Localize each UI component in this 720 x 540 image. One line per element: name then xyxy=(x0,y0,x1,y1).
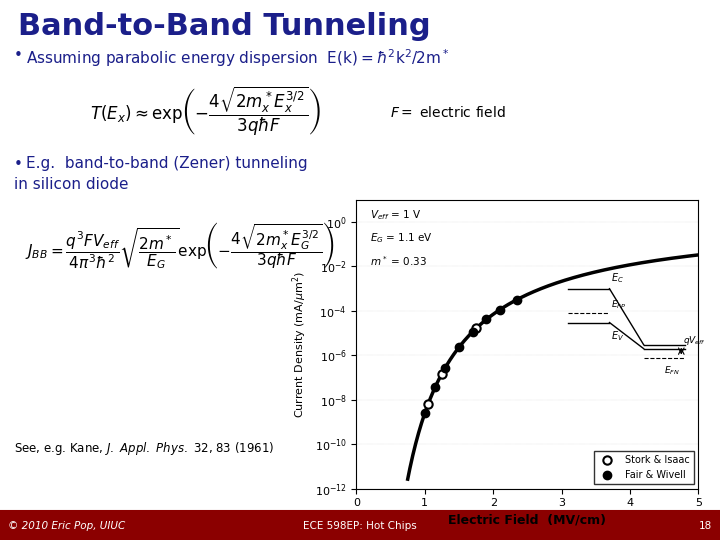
Legend: Stork & Isaac, Fair & Wivell: Stork & Isaac, Fair & Wivell xyxy=(594,451,693,484)
Text: See, e.g. Kane, $\it{J.\ Appl.\ Phys.}$ 32, 83 (1961): See, e.g. Kane, $\it{J.\ Appl.\ Phys.}$ … xyxy=(14,440,274,457)
Text: Assuming parabolic energy dispersion  $\mathrm{E(k)} = \hbar^2\mathrm{k}^2/2\mat: Assuming parabolic energy dispersion $\m… xyxy=(26,47,450,69)
FancyBboxPatch shape xyxy=(0,512,720,540)
Text: $E_G$ = 1.1 eV: $E_G$ = 1.1 eV xyxy=(370,232,433,245)
X-axis label: Electric Field  (MV/cm): Electric Field (MV/cm) xyxy=(449,514,606,527)
Text: $m^*$ = 0.33: $m^*$ = 0.33 xyxy=(370,255,427,268)
Text: $F = $ electric field: $F = $ electric field xyxy=(390,105,505,120)
Text: $E_{FN}$: $E_{FN}$ xyxy=(665,364,680,377)
Text: E.g.  band-to-band (Zener) tunneling: E.g. band-to-band (Zener) tunneling xyxy=(26,156,307,171)
Text: $E_V$: $E_V$ xyxy=(611,329,624,343)
Text: •: • xyxy=(14,157,23,172)
Text: $J_{BB} = \dfrac{q^3 F V_{eff}}{4\pi^3 \hbar^2} \sqrt{\dfrac{2m^*}{E_G}} \exp\!\: $J_{BB} = \dfrac{q^3 F V_{eff}}{4\pi^3 \… xyxy=(25,220,335,271)
Y-axis label: Current Density (mA/$\mu$m$^2$): Current Density (mA/$\mu$m$^2$) xyxy=(290,271,309,417)
Text: © 2010 Eric Pop, UIUC: © 2010 Eric Pop, UIUC xyxy=(8,521,125,531)
Text: $T(E_x) \approx \exp\!\left(-\dfrac{4\sqrt{2m_x^* E_x^{3/2}}}{3q\hbar F}\right)$: $T(E_x) \approx \exp\!\left(-\dfrac{4\sq… xyxy=(89,85,320,138)
Text: ECE 598EP: Hot Chips: ECE 598EP: Hot Chips xyxy=(303,521,417,531)
Text: in silicon diode: in silicon diode xyxy=(14,177,128,192)
Text: $V_{eff}$ = 1 V: $V_{eff}$ = 1 V xyxy=(370,208,421,222)
Text: •: • xyxy=(14,48,23,63)
Text: $E_{FP}$: $E_{FP}$ xyxy=(611,298,626,310)
Text: Band-to-Band Tunneling: Band-to-Band Tunneling xyxy=(18,12,431,41)
Text: 18: 18 xyxy=(698,521,712,531)
Text: $qV_{eff}$: $qV_{eff}$ xyxy=(683,334,706,347)
Text: $E_C$: $E_C$ xyxy=(611,271,624,285)
